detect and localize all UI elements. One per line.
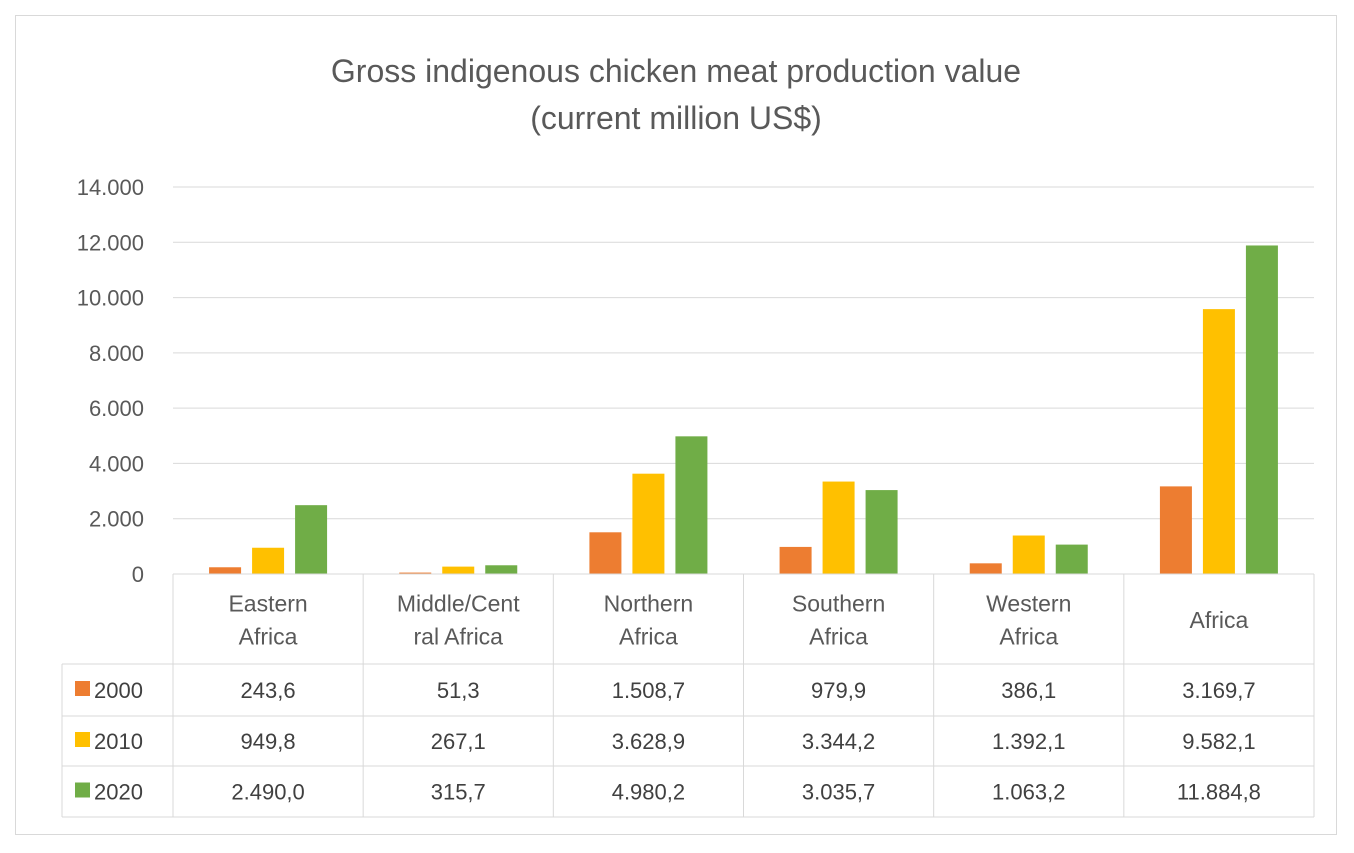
bar-2010 [1012,535,1045,574]
category-label: Africa [1190,607,1249,633]
chart-title: Gross indigenous chicken meat production… [331,53,1021,136]
data-label: 1.392,1 [992,729,1065,754]
y-tick-label: 0 [132,562,144,587]
y-tick-label: 8.000 [89,341,144,366]
data-label: 949,8 [241,729,296,754]
data-label: 51,3 [437,678,480,703]
y-tick-label: 2.000 [89,507,144,532]
bar-2010 [442,566,475,574]
bar-2020 [485,565,518,574]
legend-key-2010 [75,732,90,747]
bar-2000 [969,563,1002,574]
category-label: Southern [792,591,885,617]
y-tick-label: 6.000 [89,396,144,421]
data-label: 386,1 [1001,678,1056,703]
data-label: 3.035,7 [802,780,875,805]
y-tick-label: 10.000 [77,286,144,311]
legend-label: 2000 [94,678,143,703]
data-label: 9.582,1 [1182,729,1255,754]
chart-title-line: (current million US$) [530,100,822,136]
data-label: 3.628,9 [612,729,685,754]
data-table: Eastern Africa Middle/Cent ral Africa Northe… [61,573,1315,818]
bar-2000 [589,532,622,574]
bar-2020 [1245,245,1278,575]
data-label: 3.169,7 [1182,678,1255,703]
y-tick-label: 4.000 [89,451,144,476]
category-label: Africa [619,624,678,650]
data-label: 1.508,7 [612,678,685,703]
chart-title-line: Gross indigenous chicken meat production… [331,53,1021,89]
legend-label: 2010 [94,729,143,754]
bar-2010 [632,473,665,574]
data-label: 267,1 [431,729,486,754]
data-label: 979,9 [811,678,866,703]
data-label: 243,6 [241,678,296,703]
chart-frame: Gross indigenous chicken meat production… [15,15,1337,835]
category-label: Middle/Cent [397,591,520,617]
bar-2010 [822,481,855,574]
bar-2000 [209,567,242,574]
bar-2000 [399,572,432,574]
y-axis-ticks: 0 2.000 4.000 6.000 8.000 10.000 12.000 14.000 [77,175,144,587]
gridlines [173,186,1314,520]
legend-key-2000 [75,681,90,696]
category-label: Africa [809,624,868,650]
category-label: Africa [239,624,298,650]
legend-label: 2020 [94,780,143,805]
legend-key-2020 [75,782,90,798]
data-label: 315,7 [431,780,486,805]
data-label: 4.980,2 [612,780,685,805]
bar-chart: Gross indigenous chicken meat production… [61,53,1315,818]
bar-2010 [1202,309,1235,574]
category-label: Northern [604,591,693,617]
bar-2020 [1055,544,1088,574]
category-label: Western [986,591,1071,617]
bar-2020 [865,490,898,574]
category-label: Africa [999,624,1058,650]
bar-2020 [295,505,328,574]
y-tick-label: 12.000 [77,230,144,255]
data-label: 2.490,0 [231,780,304,805]
y-tick-label: 14.000 [77,175,144,200]
bar-2020 [675,436,708,574]
data-label: 1.063,2 [992,780,1065,805]
data-label: 3.344,2 [802,729,875,754]
bar-2000 [779,546,812,574]
category-label: Eastern [228,591,307,617]
data-label: 11.884,8 [1177,780,1261,805]
bar-2010 [252,547,285,574]
category-label: ral Africa [414,624,504,650]
bars [209,245,1278,575]
bar-2000 [1159,486,1192,574]
